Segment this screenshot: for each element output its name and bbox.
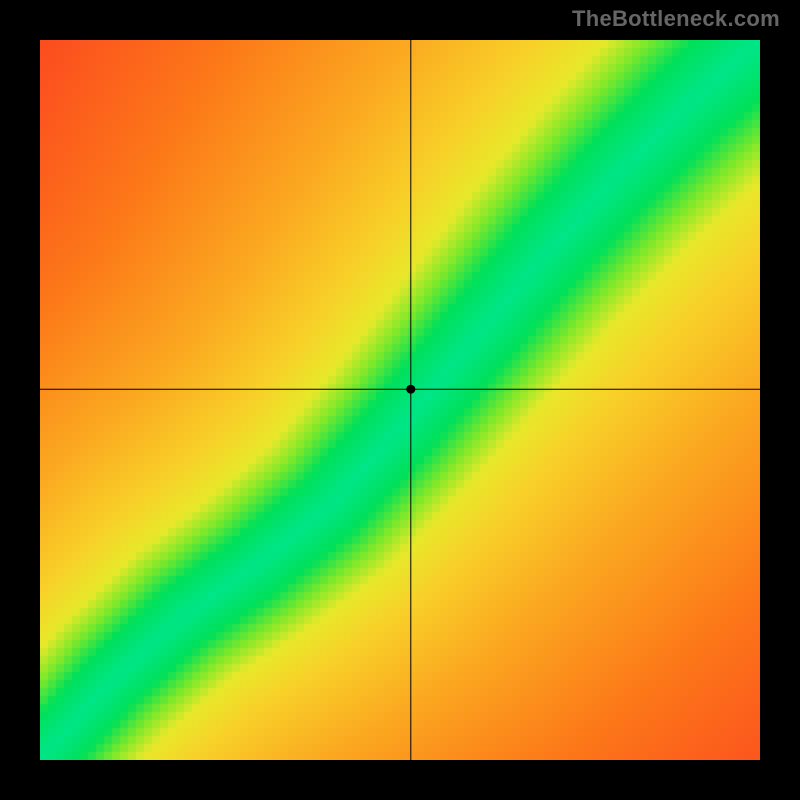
watermark-text: TheBottleneck.com bbox=[572, 6, 780, 32]
bottleneck-heatmap bbox=[40, 40, 760, 760]
chart-container: TheBottleneck.com bbox=[0, 0, 800, 800]
plot-area bbox=[40, 40, 760, 760]
